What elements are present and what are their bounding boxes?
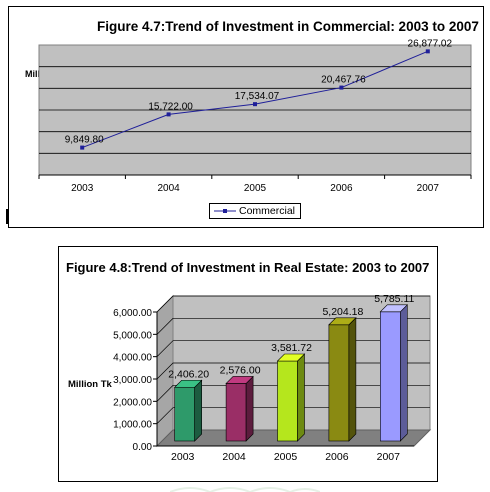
data-label: 2,406.20 <box>168 368 209 380</box>
bar-side <box>194 379 202 442</box>
data-point <box>339 85 344 90</box>
gridline <box>156 295 430 313</box>
bar-side <box>297 353 305 442</box>
chart-title: Figure 4.7:Trend of Investment in Commer… <box>97 19 479 34</box>
bar-front <box>379 311 401 442</box>
faint-watermark <box>170 487 320 492</box>
bar-top <box>225 376 254 384</box>
x-tick-label: 2004 <box>222 451 246 463</box>
x-tick-label: 2006 <box>330 183 353 194</box>
x-tick-label: 2007 <box>417 183 440 194</box>
y-tick-label: 1,000.00 <box>113 420 152 431</box>
data-label: 15,722.00 <box>148 101 193 112</box>
data-label: 20,467.76 <box>321 75 366 86</box>
x-tick-label: 2006 <box>325 451 349 463</box>
bar-front <box>225 383 247 442</box>
bar-front <box>277 360 298 442</box>
data-label: 3,581.72 <box>271 342 312 354</box>
y-tick-label: 6,000.00 <box>113 308 152 319</box>
x-tick-label: 2005 <box>274 451 298 463</box>
bar-top <box>328 317 357 326</box>
data-label: 5,204.18 <box>322 306 363 318</box>
bar-chart-svg: 0.00 1,000.00 2,000.00 3,000.00 4,000.00 5,00… <box>113 293 432 463</box>
y-tick-label: 2,000.00 <box>113 397 152 408</box>
x-tick-label: 2005 <box>244 183 267 194</box>
x-tick-label: 2003 <box>71 183 94 194</box>
y-axis-label: Million Tk <box>68 379 112 390</box>
data-label: 17,534.07 <box>235 91 280 102</box>
bar-top <box>276 353 306 362</box>
bar-2007 <box>379 304 409 442</box>
bar-top <box>173 379 203 388</box>
bar-front <box>174 386 195 442</box>
x-tick-label: 2004 <box>157 183 180 194</box>
bar-2005 <box>276 353 306 442</box>
legend: Commercial <box>209 203 301 219</box>
bar-side <box>399 304 408 442</box>
data-point <box>80 145 85 150</box>
data-point <box>425 49 430 54</box>
legend-marker-icon <box>214 209 236 213</box>
bar-2003 <box>173 379 203 442</box>
data-label: 26,877.02 <box>408 38 453 49</box>
data-label: 5,785.11 <box>374 293 414 305</box>
y-tick-label: 5,000.00 <box>113 330 152 341</box>
chart-title: Figure 4.8:Trend of Investment in Real E… <box>66 260 430 275</box>
y-tick-label: 4,000.00 <box>113 353 152 364</box>
data-point <box>166 112 171 117</box>
bar-front <box>328 324 350 442</box>
y-tick-label: 0.00 <box>133 442 153 453</box>
bar-side <box>348 317 357 442</box>
data-label: 2,576.00 <box>220 364 261 376</box>
bar-2004 <box>225 375 254 442</box>
y-tick-label: 3,000.00 <box>113 375 152 386</box>
x-tick-label: 2003 <box>171 451 195 463</box>
data-point <box>253 102 257 107</box>
bar-2006 <box>328 317 357 442</box>
line-chart-svg: 9,849.80 2003 15,722.00 2004 17,534.07 2005 20… <box>38 38 472 194</box>
bar-side <box>245 375 254 442</box>
x-tick-label: 2007 <box>377 451 401 463</box>
bar-top <box>379 304 409 313</box>
text-cursor <box>6 209 8 224</box>
real-estate-chart: Figure 4.8:Trend of Investment in Real E… <box>58 246 438 482</box>
commercial-chart: Figure 4.7:Trend of Investment in Commer… <box>8 6 484 228</box>
data-label: 9,849.80 <box>65 135 104 146</box>
legend-label: Commercial <box>239 205 296 217</box>
